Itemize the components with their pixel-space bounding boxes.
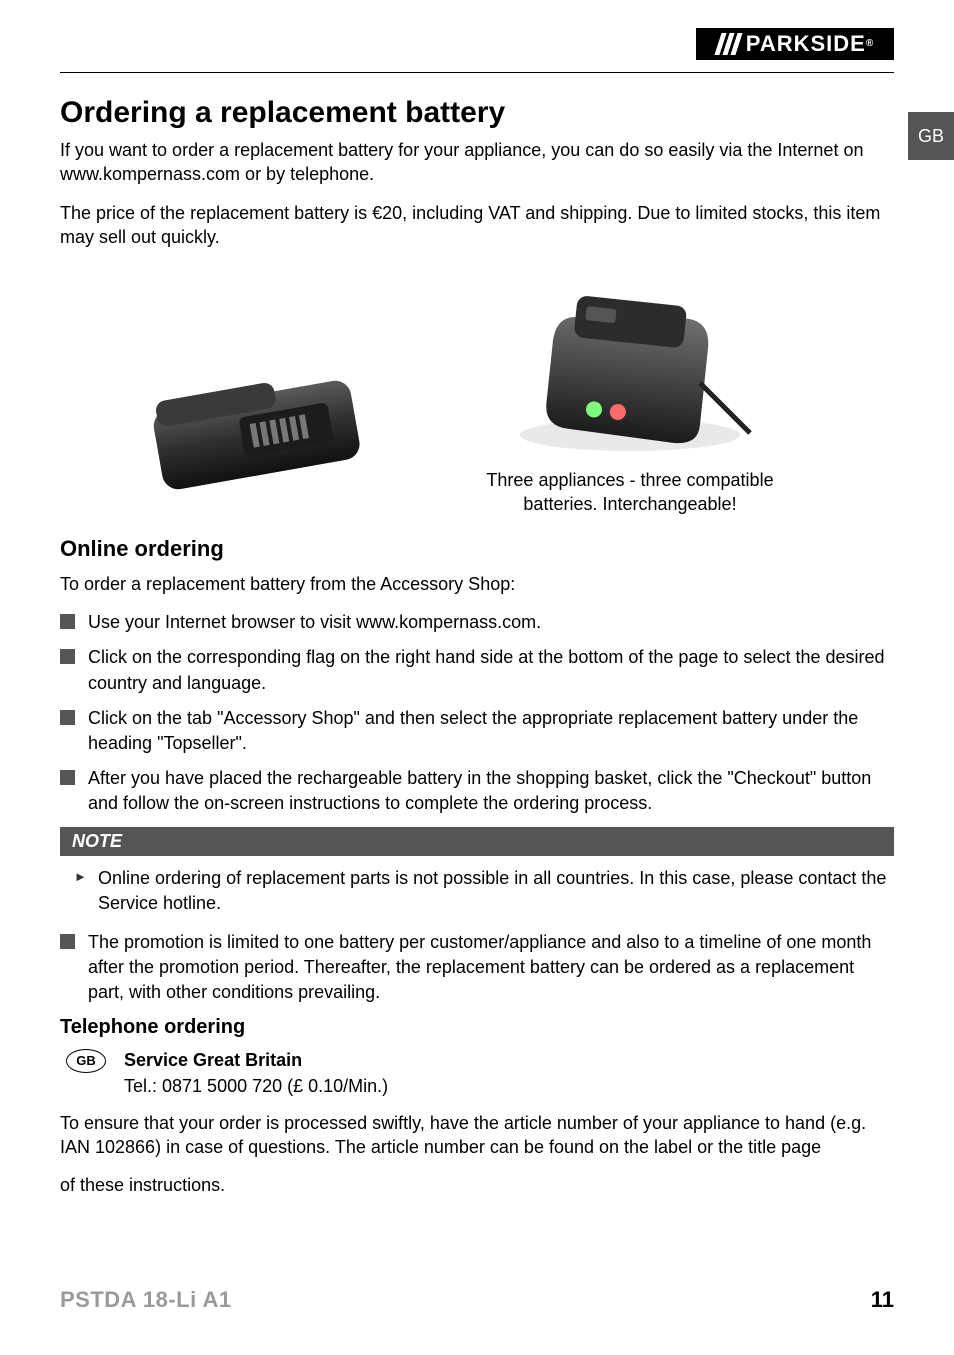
brand-logo: PARKSIDE® bbox=[696, 28, 894, 60]
promotion-list: The promotion is limited to one battery … bbox=[60, 930, 894, 1006]
note-list: Online ordering of replacement parts is … bbox=[74, 866, 894, 916]
figure-right: Three appliances - three compatible batt… bbox=[470, 263, 790, 516]
intro-paragraph-1: If you want to order a replacement batte… bbox=[60, 138, 894, 187]
brand-name: PARKSIDE bbox=[746, 31, 866, 57]
online-ordering-steps: Use your Internet browser to visit www.k… bbox=[60, 610, 894, 816]
brand-stripes-icon bbox=[716, 33, 742, 55]
telephone-paragraph-1: To ensure that your order is processed s… bbox=[60, 1111, 894, 1160]
telephone-service-row: GB Service Great Britain Tel.: 0871 5000… bbox=[66, 1047, 894, 1099]
page-content: Ordering a replacement battery If you wa… bbox=[60, 96, 894, 1212]
list-item: Use your Internet browser to visit www.k… bbox=[60, 610, 894, 635]
header-rule bbox=[60, 72, 894, 73]
intro-paragraph-2: The price of the replacement battery is … bbox=[60, 201, 894, 250]
footer-page-number: 11 bbox=[871, 1287, 894, 1313]
list-item: Click on the tab "Accessory Shop" and th… bbox=[60, 706, 894, 756]
charger-icon bbox=[480, 263, 780, 463]
country-oval-icon: GB bbox=[66, 1049, 106, 1073]
telephone-ordering-heading: Telephone ordering bbox=[60, 1016, 894, 1039]
note-item: Online ordering of replacement parts is … bbox=[74, 866, 894, 916]
note-label: NOTE bbox=[72, 831, 122, 851]
figure-left bbox=[90, 316, 410, 516]
page-title: Ordering a replacement battery bbox=[60, 96, 894, 130]
list-item: Click on the corresponding flag on the r… bbox=[60, 645, 894, 695]
telephone-paragraph-2: of these instructions. bbox=[60, 1173, 894, 1197]
language-tab-label: GB bbox=[918, 126, 944, 147]
online-ordering-lead: To order a replacement battery from the … bbox=[60, 572, 894, 596]
language-tab: GB bbox=[908, 112, 954, 160]
service-title: Service Great Britain bbox=[124, 1047, 388, 1073]
brand-reg: ® bbox=[866, 39, 874, 49]
note-heading-bar: NOTE bbox=[60, 827, 894, 856]
figure-caption: Three appliances - three compatible batt… bbox=[470, 469, 790, 516]
telephone-service-text: Service Great Britain Tel.: 0871 5000 72… bbox=[124, 1047, 388, 1099]
footer-model: PSTDA 18-Li A1 bbox=[60, 1287, 232, 1313]
figure-row: Three appliances - three compatible batt… bbox=[90, 263, 894, 516]
page-footer: PSTDA 18-Li A1 11 bbox=[60, 1287, 894, 1313]
list-item: After you have placed the rechargeable b… bbox=[60, 766, 894, 816]
promotion-item: The promotion is limited to one battery … bbox=[60, 930, 894, 1006]
battery-pack-icon bbox=[100, 316, 400, 516]
online-ordering-heading: Online ordering bbox=[60, 536, 894, 562]
service-tel: Tel.: 0871 5000 720 (£ 0.10/Min.) bbox=[124, 1073, 388, 1099]
country-oval-label: GB bbox=[76, 1053, 96, 1068]
